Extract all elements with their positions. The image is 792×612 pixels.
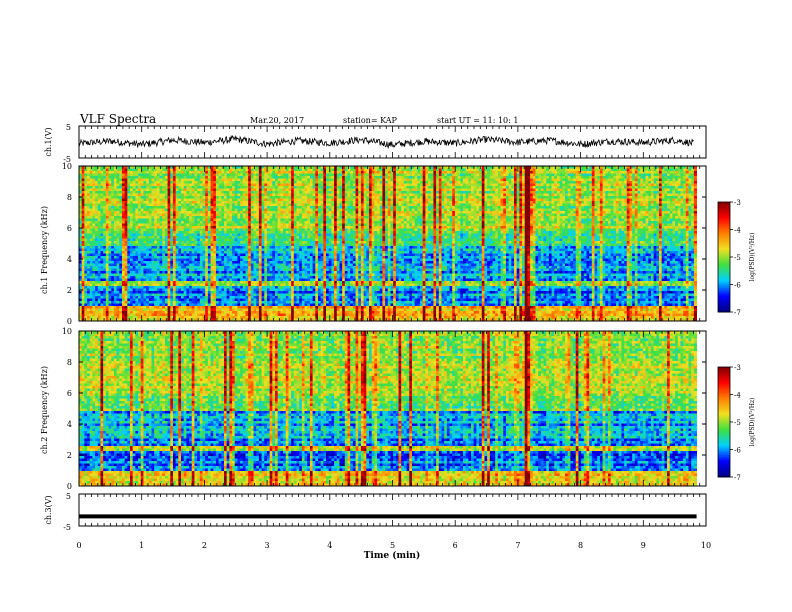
ch1-spec-ylabel-ch: ch.1 Frequency (kHz) <box>40 206 49 294</box>
ch1-waveform-panel: 5 -5 ch.1(V) <box>44 123 706 164</box>
ch3-waveform-panel: 5 -5 ch.3(V) <box>44 492 706 532</box>
colorbar-tick-label: -4 <box>734 392 741 400</box>
time-tick-label: 7 <box>515 541 520 550</box>
time-axis-labels: 0 1 2 3 4 5 6 7 8 9 10 <box>76 541 711 550</box>
ch1-ytick-top: 5 <box>66 123 71 132</box>
time-tick-label: 1 <box>139 541 144 550</box>
freq-tick-label: 10 <box>62 162 72 171</box>
colorbar-tick-label: -5 <box>734 419 741 427</box>
time-axis-title: Time (min) <box>364 550 421 561</box>
freq-tick-label: 10 <box>62 327 72 336</box>
freq-tick-label: 8 <box>67 358 72 367</box>
time-tick-label: 8 <box>578 541 583 550</box>
colorbar-tick-label: -5 <box>734 254 741 262</box>
start-time-label: start UT = 11: 10: 1 <box>437 116 518 125</box>
freq-tick-label: 6 <box>67 224 72 233</box>
colorbar-label: log(PSD)(V²/Hz) <box>749 233 756 282</box>
time-tick-label: 3 <box>265 541 270 550</box>
ch2-spec-ylabel: ch.2 Frequency (kHz) <box>40 366 49 454</box>
time-tick-label: 5 <box>390 541 395 550</box>
colorbar-tick-label: -7 <box>734 474 741 482</box>
freq-tick-label: 4 <box>67 255 72 264</box>
station-label: station= KAP <box>343 116 398 125</box>
colorbar-tick-label: -4 <box>734 227 741 235</box>
freq-tick-label: 0 <box>67 317 72 326</box>
freq-tick-label: 8 <box>67 193 72 202</box>
time-tick-label: 0 <box>76 541 81 550</box>
freq-tick-label: 2 <box>67 451 72 460</box>
ch2-colorbar: -3 -4 -5 -6 -7 log(PSD)(V²/Hz) <box>718 364 756 482</box>
colorbar-tick-label: -6 <box>734 447 741 455</box>
colorbar-label: log(PSD)(V²/Hz) <box>749 398 756 447</box>
freq-tick-label: 4 <box>67 420 72 429</box>
freq-tick-label: 0 <box>67 482 72 491</box>
time-tick-label: 4 <box>327 541 332 550</box>
colorbar-tick-label: -7 <box>734 309 741 317</box>
ch3-ylabel: ch.3(V) <box>44 495 53 524</box>
ch1-spectrogram <box>79 166 706 321</box>
plot-title: VLF Spectra <box>79 112 156 126</box>
ch2-spectrogram-panel: 0 2 4 6 8 10 ch.2 Frequency (kHz) <box>40 327 706 491</box>
date-label: Mar.20, 2017 <box>250 116 304 125</box>
freq-tick-label: 6 <box>67 389 72 398</box>
time-tick-label: 2 <box>202 541 207 550</box>
ch2-spectrogram <box>79 331 706 486</box>
freq-tick-label: 2 <box>67 286 72 295</box>
colorbar-tick-label: -3 <box>734 364 741 372</box>
ch3-ytick-bottom: -5 <box>63 523 71 532</box>
time-tick-label: 9 <box>641 541 646 550</box>
time-tick-label: 10 <box>701 541 711 550</box>
ch3-ytick-top: 5 <box>66 492 71 501</box>
ch1-ylabel: ch.1(V) <box>44 127 53 156</box>
colorbar-tick-label: -6 <box>734 282 741 290</box>
colorbar-tick-label: -3 <box>734 199 741 207</box>
ch1-colorbar: -3 -4 -5 -6 -7 log(PSD)(V²/Hz) <box>718 199 756 317</box>
ch1-spectrogram-panel: 0 2 4 6 8 10 ch.1 Frequency (kHz) <box>40 162 706 326</box>
time-tick-label: 6 <box>453 541 458 550</box>
